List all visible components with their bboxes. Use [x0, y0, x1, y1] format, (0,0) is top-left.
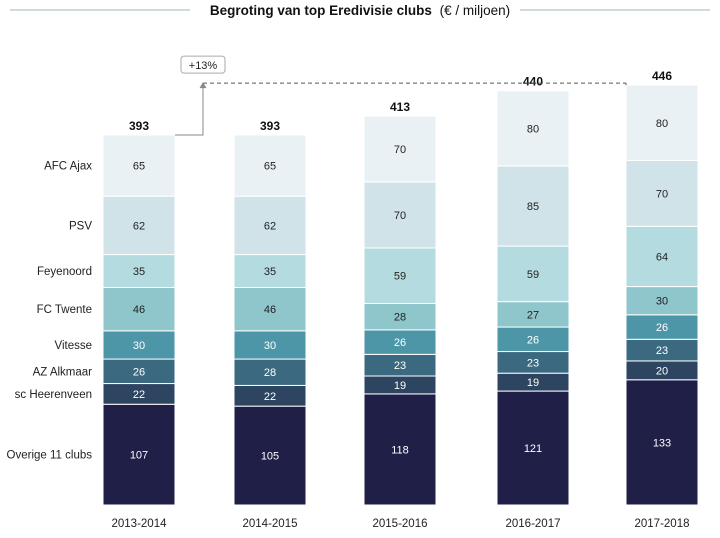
segment-value-label: 22 — [133, 389, 145, 401]
segment-value-label: 105 — [261, 451, 279, 463]
chart-title: Begroting van top Eredivisie clubs (€ / … — [210, 3, 510, 18]
segment-value-label: 62 — [133, 220, 145, 232]
growth-annotation: +13% — [175, 55, 627, 136]
series-row-label: FC Twente — [37, 304, 92, 316]
x-tick-label: 2013-2014 — [112, 518, 168, 530]
x-axis-tick-labels: 2013-2014 2014-2015 2015-2016 2016-2017 2017… — [112, 518, 690, 530]
segment-value-label: 59 — [527, 269, 539, 281]
segment-value-label: 30 — [656, 296, 668, 308]
bar-segment — [363, 393, 437, 506]
bar-segment — [102, 134, 176, 197]
segment-value-label: 59 — [394, 271, 406, 283]
segment-value-label: 19 — [527, 377, 539, 389]
segment-value-label: 35 — [264, 266, 276, 278]
segment-value-label: 70 — [656, 188, 668, 200]
chart-title-main: Begroting van top Eredivisie clubs — [210, 3, 432, 18]
bar-segment — [102, 403, 176, 506]
segment-value-label: 133 — [653, 437, 671, 449]
bar-segments — [102, 84, 699, 506]
bar-segment — [363, 247, 437, 305]
bar-segment — [496, 90, 570, 167]
bar-segment — [625, 159, 699, 227]
bar-segment — [496, 165, 570, 247]
segment-value-label: 27 — [527, 309, 539, 321]
bar-segment — [625, 286, 699, 316]
bar-segment — [233, 358, 307, 386]
series-row-label: sc Heerenveen — [15, 389, 92, 401]
segment-value-label: 64 — [656, 251, 668, 263]
segment-value-label: 80 — [656, 118, 668, 130]
bar-total-label: 440 — [523, 75, 543, 89]
segment-value-label: 23 — [527, 357, 539, 369]
segment-value-label: 28 — [394, 312, 406, 324]
series-row-label: AFC Ajax — [44, 161, 92, 173]
segment-value-label: 46 — [264, 304, 276, 316]
segment-value-label: 26 — [394, 337, 406, 349]
bar-total-label: 446 — [652, 69, 672, 83]
bar-segment — [363, 329, 437, 355]
segment-value-label: 65 — [133, 161, 145, 173]
bar-segment — [363, 181, 437, 249]
bar-segment — [233, 195, 307, 256]
segment-value-label: 26 — [656, 322, 668, 334]
segment-value-label: 85 — [527, 201, 539, 213]
series-row-label: Feyenoord — [37, 266, 92, 278]
segment-value-label: 22 — [264, 391, 276, 403]
segment-value-labels: 107 22 26 30 46 35 62 65 105 22 28 30 46 35 62 65 118 19 2… — [130, 118, 671, 463]
bar-segment — [233, 254, 307, 289]
bar-segment — [363, 115, 437, 183]
bar-segment — [233, 134, 307, 197]
x-tick-label: 2016-2017 — [506, 518, 561, 530]
segment-value-label: 62 — [264, 220, 276, 232]
segment-value-label: 23 — [656, 345, 668, 357]
growth-arrow-head — [199, 82, 207, 89]
series-row-label: Vitesse — [54, 340, 92, 352]
total-labels: 393 393 413 440 446 — [129, 69, 672, 133]
bar-segment — [625, 379, 699, 506]
bar-total-label: 393 — [129, 119, 149, 133]
bar-segment — [233, 405, 307, 506]
segment-value-label: 70 — [394, 210, 406, 222]
segment-value-label: 19 — [394, 380, 406, 392]
segment-value-label: 30 — [264, 340, 276, 352]
series-row-label: Overige 11 clubs — [7, 450, 93, 462]
bar-segment — [363, 303, 437, 331]
chart-title-unit: (€ / miljoen) — [440, 3, 511, 18]
x-tick-label: 2017-2018 — [635, 518, 690, 530]
x-tick-label: 2014-2015 — [243, 518, 298, 530]
segment-value-label: 35 — [133, 266, 145, 278]
bar-segment — [625, 84, 699, 161]
segment-value-label: 23 — [394, 360, 406, 372]
bar-segment — [102, 358, 176, 385]
bar-total-label: 393 — [260, 119, 280, 133]
bar-segment — [625, 225, 699, 288]
segment-value-label: 20 — [656, 365, 668, 377]
segment-value-label: 28 — [264, 367, 276, 379]
bar-segment — [233, 330, 307, 360]
series-row-label: PSV — [69, 220, 92, 232]
growth-badge-label: +13% — [189, 60, 218, 72]
segment-value-label: 26 — [527, 334, 539, 346]
segment-value-label: 121 — [524, 443, 542, 455]
segment-value-label: 118 — [391, 444, 409, 456]
segment-value-label: 26 — [133, 366, 145, 378]
x-tick-label: 2015-2016 — [373, 518, 428, 530]
segment-value-label: 80 — [527, 123, 539, 135]
series-row-label: AZ Alkmaar — [33, 366, 93, 378]
bar-segment — [625, 314, 699, 340]
growth-connector-line — [175, 86, 204, 136]
bar-segment — [233, 287, 307, 332]
bar-total-label: 413 — [390, 100, 410, 114]
segment-value-label: 70 — [394, 144, 406, 156]
bar-segment — [496, 326, 570, 353]
segment-value-label: 107 — [130, 450, 148, 462]
growth-badge — [180, 55, 226, 74]
series-row-labels: Overige 11 clubs sc Heerenveen AZ Alkmaar V… — [7, 161, 93, 462]
segment-value-label: 46 — [133, 304, 145, 316]
segment-value-label: 30 — [133, 340, 145, 352]
segment-value-label: 65 — [264, 161, 276, 173]
